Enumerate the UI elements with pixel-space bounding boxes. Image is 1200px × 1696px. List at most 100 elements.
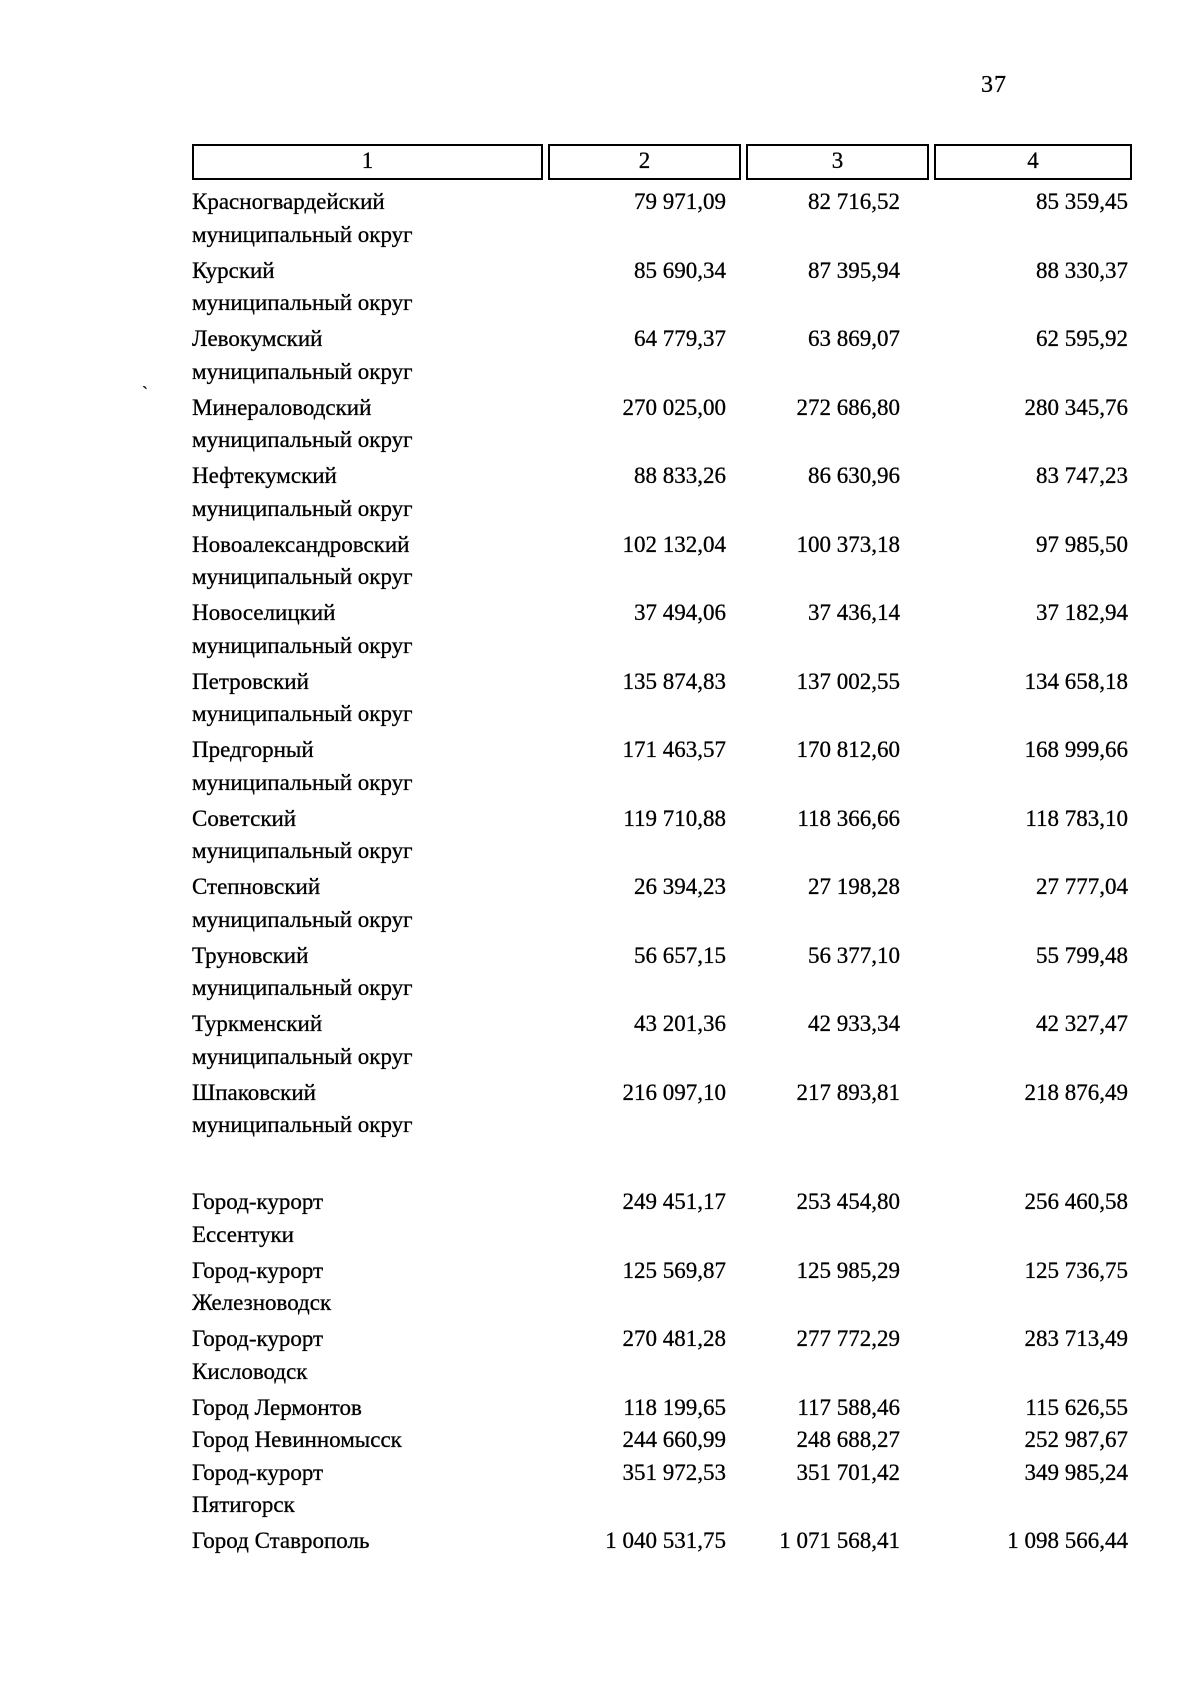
row-value-col2: 102 132,04 — [622, 531, 726, 557]
row-label-line: Красногвардейский — [192, 189, 385, 214]
table-row: Минераловодский муниципальный округ 270 02… — [192, 392, 1132, 457]
row-value-col4: 27 777,04 — [1036, 874, 1128, 899]
row-value-col4: 1 098 566,44 — [1007, 1528, 1128, 1553]
row-label-line: муниципальный округ — [192, 701, 413, 726]
row-label-line: муниципальный округ — [192, 1112, 413, 1137]
row-value-col3: 170 812,60 — [796, 737, 900, 762]
row-value-col2: 351 972,53 — [622, 1459, 726, 1485]
row-label-line: муниципальный округ — [192, 495, 413, 521]
row-value-col4: 97 985,50 — [1036, 531, 1128, 557]
stray-mark: ` — [142, 383, 148, 403]
row-value-col4: 256 460,58 — [1024, 1189, 1128, 1214]
row-label-line: Город-курорт — [192, 1459, 324, 1485]
row-label: Курский муниципальный округ — [192, 255, 582, 320]
row-label-line: Пятигорск — [192, 1492, 295, 1517]
row-value-col2: 244 660,99 — [622, 1427, 726, 1452]
row-value-col3: 1 071 568,41 — [779, 1528, 900, 1553]
row-value-col4: 118 783,10 — [1025, 805, 1128, 831]
table-row: Новоселицкий муниципальный округ 37 494,06… — [192, 597, 1132, 662]
table-header-col-4: 4 — [934, 144, 1132, 180]
row-label-line: Город Лермонтов — [192, 1394, 362, 1420]
row-value-col3: 117 588,46 — [797, 1394, 900, 1420]
row-value-col4: 42 327,47 — [1036, 1011, 1128, 1036]
row-value-col2: 135 874,83 — [622, 668, 726, 694]
row-label: Предгорный муниципальный округ — [192, 734, 582, 799]
row-label-line: Степновский — [192, 874, 321, 899]
row-value-col3: 125 985,29 — [796, 1257, 900, 1283]
row-value-col3: 27 198,28 — [808, 874, 900, 899]
row-value-col4: 55 799,48 — [1036, 942, 1128, 968]
row-label-line: Туркменский — [192, 1011, 323, 1036]
row-label: Нефтекумский муниципальный округ — [192, 460, 582, 525]
row-value-col2: 171 463,57 — [622, 737, 726, 762]
row-value-col3: 100 373,18 — [796, 531, 900, 557]
row-value-col3: 277 772,29 — [796, 1326, 900, 1351]
row-label-line: Ессентуки — [192, 1221, 294, 1247]
row-value-col2: 119 710,88 — [623, 805, 726, 831]
row-label-line: Петровский — [192, 668, 309, 694]
row-label: Город Ставрополь — [192, 1525, 582, 1558]
row-value-col3: 86 630,96 — [808, 463, 900, 488]
row-label-line: Левокумский — [192, 326, 323, 351]
table-row: Город-курорт Кисловодск 270 481,28 277 772,… — [192, 1323, 1132, 1388]
row-label-line: муниципальный округ — [192, 906, 413, 932]
table-row: Курский муниципальный округ 85 690,34 87 39… — [192, 255, 1132, 320]
table-row: Левокумский муниципальный округ 64 779,37 6… — [192, 323, 1132, 388]
row-value-col2: 216 097,10 — [622, 1079, 726, 1105]
row-label: Левокумский муниципальный округ — [192, 323, 582, 388]
table-row: Город-курорт Пятигорск 351 972,53 351 701,4… — [192, 1457, 1132, 1522]
table-row: Труновский муниципальный округ 56 657,15 56… — [192, 940, 1132, 1005]
row-value-col2: 79 971,09 — [634, 189, 726, 214]
page-number: 37 — [981, 72, 1007, 98]
table-row: Туркменский муниципальный округ 43 201,36 4… — [192, 1008, 1132, 1073]
row-label: Степновский муниципальный округ — [192, 871, 582, 936]
row-value-col3: 42 933,34 — [808, 1011, 900, 1036]
table-row: Красногвардейский муниципальный округ 79 9… — [192, 186, 1132, 251]
table-row: Советский муниципальный округ 119 710,88 11… — [192, 803, 1132, 868]
table-body: Красногвардейский муниципальный округ 79 9… — [192, 186, 1132, 1558]
row-label-line: Город-курорт — [192, 1189, 324, 1214]
row-value-col3: 217 893,81 — [796, 1079, 900, 1105]
row-label-line: муниципальный округ — [192, 632, 413, 658]
row-value-col2: 26 394,23 — [634, 874, 726, 899]
row-value-col2: 1 040 531,75 — [605, 1528, 726, 1553]
row-label-line: муниципальный округ — [192, 290, 413, 315]
row-value-col4: 134 658,18 — [1024, 668, 1128, 694]
row-label: Город-курорт Пятигорск — [192, 1457, 582, 1522]
row-value-col4: 252 987,67 — [1024, 1427, 1128, 1452]
row-value-col2: 125 569,87 — [622, 1257, 726, 1283]
row-value-col4: 349 985,24 — [1024, 1459, 1128, 1485]
table-header-col-1: 1 — [192, 144, 543, 180]
row-label: Город-курорт Кисловодск — [192, 1323, 582, 1388]
table-row: Шпаковский муниципальный округ 216 097,10 2… — [192, 1077, 1132, 1142]
row-value-col3: 37 436,14 — [808, 600, 900, 625]
row-value-col4: 85 359,45 — [1036, 189, 1128, 214]
row-value-col3: 253 454,80 — [796, 1189, 900, 1214]
row-value-col2: 118 199,65 — [623, 1394, 726, 1420]
row-value-col3: 87 395,94 — [808, 257, 900, 283]
row-value-col3: 248 688,27 — [796, 1427, 900, 1452]
row-label-line: Минераловодский — [192, 394, 372, 420]
row-value-col3: 272 686,80 — [796, 394, 900, 420]
row-value-col2: 270 481,28 — [622, 1326, 726, 1351]
row-value-col2: 249 451,17 — [622, 1189, 726, 1214]
table-row: Нефтекумский муниципальный округ 88 833,26… — [192, 460, 1132, 525]
row-label-line: Шпаковский — [192, 1079, 316, 1105]
row-value-col4: 283 713,49 — [1024, 1326, 1128, 1351]
row-label-line: муниципальный округ — [192, 221, 413, 247]
row-label-line: муниципальный округ — [192, 838, 413, 863]
row-value-col2: 56 657,15 — [634, 942, 726, 968]
table-row: Степновский муниципальный округ 26 394,23 2… — [192, 871, 1132, 936]
row-value-col4: 280 345,76 — [1024, 394, 1128, 420]
table-row: Город Ставрополь 1 040 531,75 1 071 568,41… — [192, 1525, 1132, 1558]
table-header-col-2: 2 — [548, 144, 741, 180]
row-value-col3: 351 701,42 — [796, 1459, 900, 1485]
row-value-col4: 115 626,55 — [1025, 1394, 1128, 1420]
row-value-col4: 83 747,23 — [1036, 463, 1128, 488]
table-row: Город Лермонтов 118 199,65 117 588,46 115 6… — [192, 1392, 1132, 1425]
row-value-col2: 88 833,26 — [634, 463, 726, 488]
row-label-line: Новоалександровский — [192, 531, 410, 557]
row-value-col3: 56 377,10 — [808, 942, 900, 968]
table-header-col-3: 3 — [746, 144, 929, 180]
row-label-line: муниципальный округ — [192, 427, 413, 452]
